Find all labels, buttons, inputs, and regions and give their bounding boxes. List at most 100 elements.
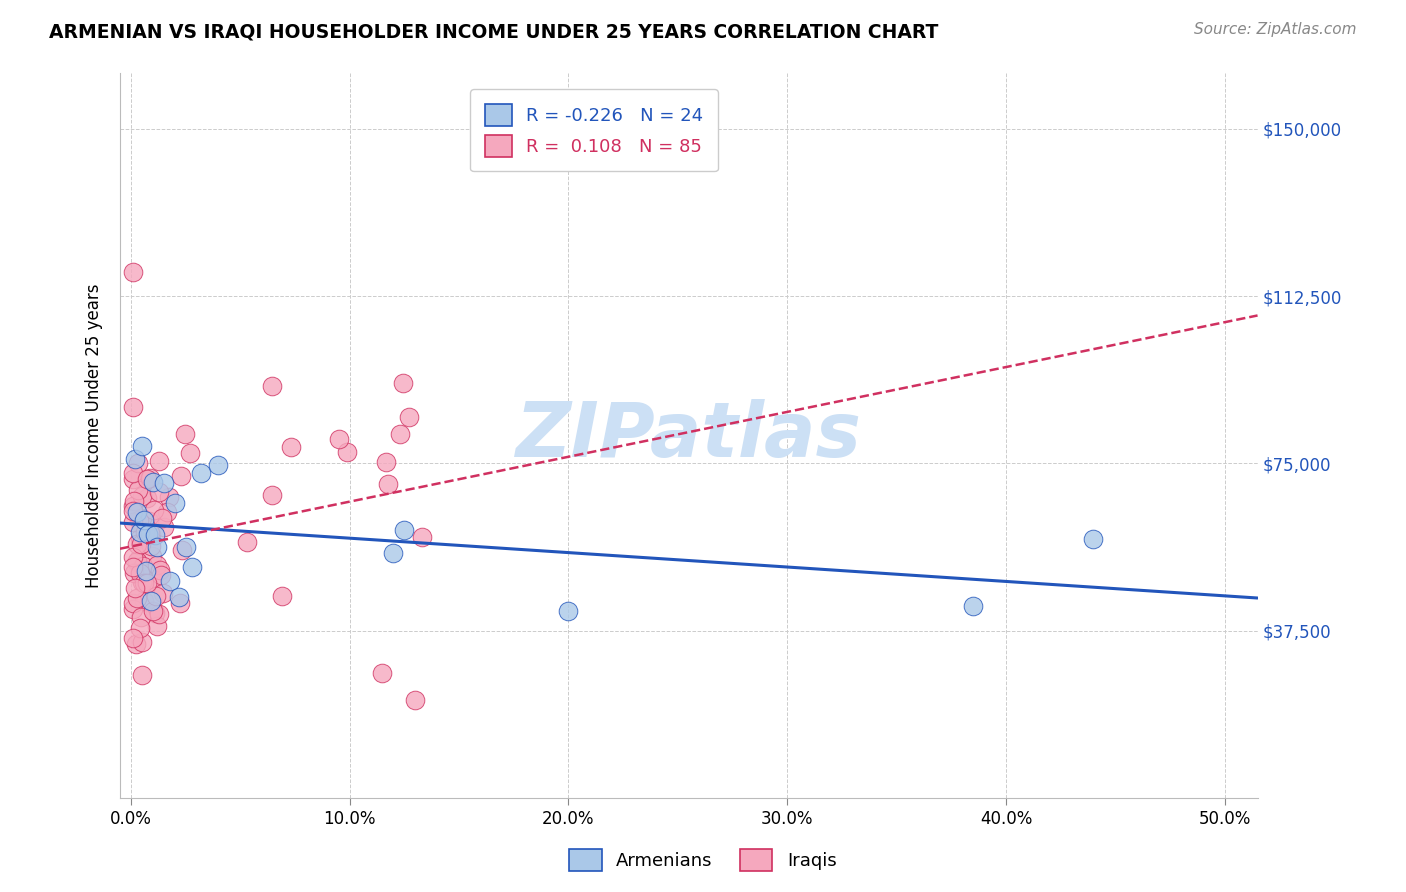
Point — [129, 516, 152, 531]
Text: ARMENIAN VS IRAQI HOUSEHOLDER INCOME UNDER 25 YEARS CORRELATION CHART: ARMENIAN VS IRAQI HOUSEHOLDER INCOME UND… — [49, 22, 939, 41]
Point — [122, 472, 145, 486]
Point — [139, 526, 162, 541]
Point — [122, 504, 145, 518]
Point — [280, 441, 302, 455]
Point — [131, 439, 153, 453]
Point — [392, 376, 415, 391]
Point — [132, 594, 155, 608]
Point — [174, 426, 197, 441]
Point — [129, 537, 152, 551]
Point — [388, 427, 411, 442]
Point — [125, 537, 148, 551]
Text: ZIPatlas: ZIPatlas — [516, 399, 862, 473]
Point — [132, 572, 155, 586]
Point — [142, 603, 165, 617]
Point — [398, 409, 420, 424]
Point — [146, 558, 169, 572]
Point — [139, 540, 162, 554]
Point — [122, 602, 145, 616]
Point — [190, 467, 212, 481]
Point — [142, 502, 165, 516]
Point — [148, 607, 170, 621]
Point — [124, 637, 146, 651]
Point — [150, 511, 173, 525]
Point — [143, 606, 166, 620]
Point — [127, 554, 149, 568]
Point — [129, 621, 152, 635]
Point — [157, 490, 180, 504]
Point — [148, 454, 170, 468]
Point — [129, 531, 152, 545]
Point — [146, 618, 169, 632]
Point — [136, 576, 159, 591]
Point — [170, 469, 193, 483]
Point — [124, 451, 146, 466]
Point — [148, 484, 170, 499]
Point — [142, 475, 165, 490]
Legend: R = -0.226   N = 24, R =  0.108   N = 85: R = -0.226 N = 24, R = 0.108 N = 85 — [470, 89, 718, 171]
Point — [122, 400, 145, 414]
Point — [146, 540, 169, 554]
Point — [135, 491, 157, 506]
Point — [128, 524, 150, 539]
Point — [131, 667, 153, 681]
Point — [139, 594, 162, 608]
Point — [122, 499, 145, 513]
Point — [174, 541, 197, 555]
Point — [141, 572, 163, 586]
Point — [1083, 533, 1105, 547]
Point — [135, 564, 157, 578]
Point — [131, 575, 153, 590]
Point — [127, 591, 149, 605]
Point — [260, 378, 283, 392]
Point — [131, 610, 153, 624]
Point — [132, 575, 155, 590]
Point — [150, 567, 173, 582]
Point — [170, 542, 193, 557]
Point — [127, 555, 149, 569]
Point — [404, 693, 426, 707]
Y-axis label: Householder Income Under 25 years: Householder Income Under 25 years — [86, 284, 103, 588]
Point — [131, 635, 153, 649]
Point — [149, 563, 172, 577]
Point — [374, 455, 396, 469]
Point — [127, 456, 149, 470]
Point — [167, 590, 190, 604]
Point — [128, 513, 150, 527]
Point — [131, 559, 153, 574]
Point — [153, 519, 176, 533]
Point — [336, 445, 359, 459]
Point — [127, 483, 149, 497]
Point — [235, 535, 257, 549]
Point — [179, 446, 201, 460]
Point — [377, 476, 399, 491]
Point — [152, 586, 174, 600]
Point — [394, 524, 416, 538]
Point — [207, 458, 229, 472]
Point — [122, 549, 145, 564]
Point — [145, 589, 167, 603]
Point — [122, 596, 145, 610]
Point — [122, 631, 145, 645]
Point — [163, 496, 186, 510]
Point — [139, 526, 162, 541]
Point — [122, 467, 145, 481]
Point — [382, 546, 405, 560]
Point — [122, 516, 145, 530]
Point — [134, 524, 156, 539]
Text: Source: ZipAtlas.com: Source: ZipAtlas.com — [1194, 22, 1357, 37]
Point — [136, 472, 159, 486]
Point — [271, 589, 294, 603]
Point — [159, 574, 181, 588]
Point — [122, 494, 145, 508]
Point — [328, 433, 350, 447]
Point — [557, 604, 579, 618]
Point — [141, 549, 163, 563]
Point — [138, 471, 160, 485]
Point — [156, 505, 179, 519]
Point — [131, 489, 153, 503]
Point — [962, 599, 984, 614]
Point — [132, 513, 155, 527]
Point — [122, 264, 145, 278]
Legend: Armenians, Iraqis: Armenians, Iraqis — [562, 842, 844, 879]
